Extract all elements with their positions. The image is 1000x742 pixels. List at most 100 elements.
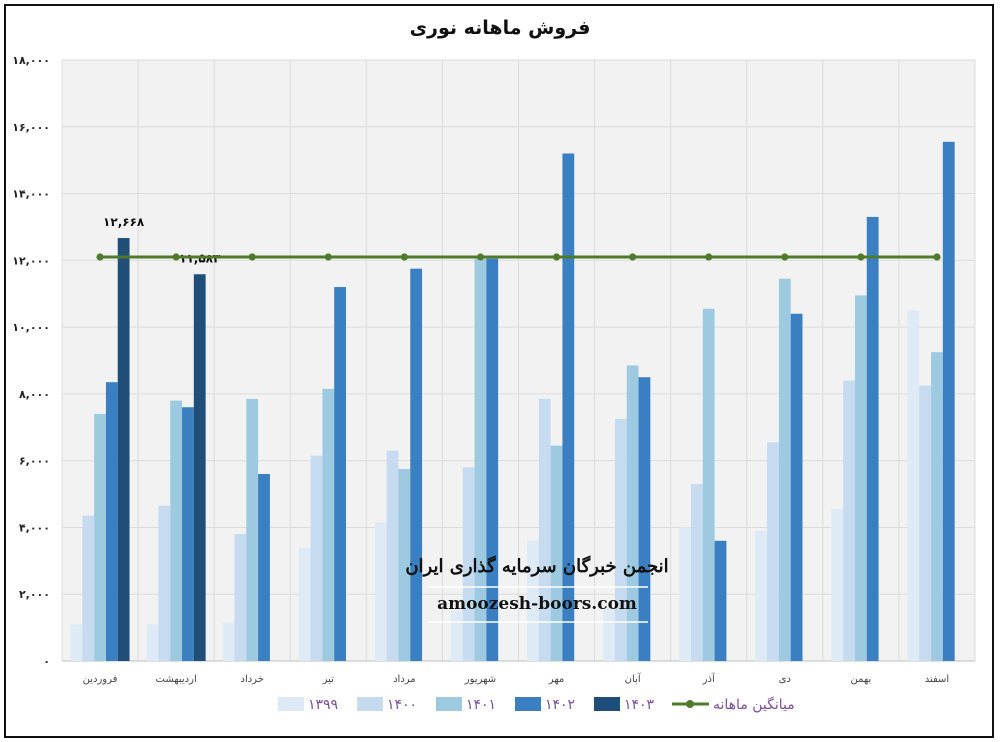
bar xyxy=(931,352,943,661)
average-marker xyxy=(552,253,561,261)
bar xyxy=(410,268,423,661)
y-tick-label: ۲,۰۰۰ xyxy=(19,588,50,601)
x-tick-label: اسفند xyxy=(925,674,949,685)
bar xyxy=(170,400,183,661)
bar xyxy=(626,365,639,661)
bar xyxy=(182,407,194,661)
watermark-line1: انجمن خبرگان سرمایه گذاری ایران xyxy=(405,555,668,577)
bar xyxy=(638,377,651,661)
bar xyxy=(550,445,563,661)
legend-swatch xyxy=(436,697,462,711)
bar xyxy=(374,522,387,661)
bar xyxy=(222,622,235,661)
bar xyxy=(714,540,727,661)
bar xyxy=(702,308,715,661)
legend-swatch xyxy=(278,697,304,711)
x-tick-label: آبان xyxy=(625,672,642,685)
bar xyxy=(691,484,703,661)
x-tick-label: تیر xyxy=(322,674,335,685)
bar xyxy=(474,258,487,661)
bar xyxy=(298,547,311,661)
average-marker xyxy=(96,253,104,261)
bar xyxy=(246,398,259,661)
legend-label: ۱۴۰۱ xyxy=(466,697,496,713)
legend-label: ۱۴۰۲ xyxy=(545,697,575,713)
bar xyxy=(527,540,539,661)
y-tick-label: ۸,۰۰۰ xyxy=(19,388,50,401)
bar xyxy=(486,258,499,661)
bar xyxy=(105,382,118,661)
x-tick-label: فروردین xyxy=(83,674,118,685)
bar xyxy=(398,469,411,661)
bar xyxy=(907,310,920,661)
average-marker xyxy=(781,253,789,261)
bar xyxy=(831,509,844,661)
legend-label: میانگین ماهانه xyxy=(713,696,795,713)
average-marker xyxy=(629,253,637,261)
legend-label: ۱۴۰۰ xyxy=(387,697,417,713)
bar xyxy=(843,380,855,661)
y-tick-label: ۱۸,۰۰۰ xyxy=(12,54,50,67)
y-tick-label: ۱۰,۰۰۰ xyxy=(12,321,50,334)
average-marker xyxy=(705,253,713,261)
x-tick-label: خرداد xyxy=(241,674,264,685)
y-tick-label: ۴,۰۰۰ xyxy=(19,521,50,534)
bar xyxy=(603,607,615,661)
bar xyxy=(258,474,270,661)
average-marker xyxy=(400,253,408,261)
bar xyxy=(614,418,627,661)
bar xyxy=(70,624,83,661)
bar xyxy=(193,274,206,661)
bar xyxy=(386,450,399,661)
y-tick-label: ۱۴,۰۰۰ xyxy=(12,188,50,201)
bar xyxy=(562,153,575,661)
x-tick-label: مهر xyxy=(548,674,564,685)
x-tick-label: شهریور xyxy=(464,674,496,685)
average-marker xyxy=(248,253,256,261)
watermark-line2: amoozesh-boors.com xyxy=(437,594,637,614)
bar xyxy=(778,278,791,661)
bar xyxy=(919,385,932,661)
legend-swatch xyxy=(515,697,541,711)
bar xyxy=(94,413,106,661)
average-marker xyxy=(172,253,180,261)
bar xyxy=(462,467,475,661)
bar xyxy=(755,530,768,661)
bar xyxy=(310,455,323,661)
bar xyxy=(82,515,95,661)
legend-swatch xyxy=(594,697,620,711)
bar xyxy=(679,527,692,661)
average-marker xyxy=(857,253,865,261)
y-tick-label: ۰ xyxy=(43,655,50,668)
bar xyxy=(322,388,335,661)
legend-label: ۱۳۹۹ xyxy=(308,697,338,713)
legend-average-marker xyxy=(686,700,694,708)
data-label: ۱۲,۶۶۸ xyxy=(103,215,145,229)
bar xyxy=(146,624,159,661)
bar xyxy=(790,313,803,661)
bar xyxy=(334,287,346,661)
y-tick-label: ۱۲,۰۰۰ xyxy=(12,254,50,267)
bar xyxy=(117,238,130,662)
bar xyxy=(158,505,171,661)
y-tick-label: ۱۶,۰۰۰ xyxy=(12,121,50,134)
x-tick-label: آذر xyxy=(702,672,716,685)
bar xyxy=(450,610,463,661)
watermark: انجمن خبرگان سرمایه گذاری ایران amoozesh… xyxy=(405,555,669,623)
legend-label: ۱۴۰۳ xyxy=(624,697,655,713)
x-tick-label: دی xyxy=(779,674,791,685)
average-marker xyxy=(324,253,332,261)
x-tick-label: مرداد xyxy=(393,674,416,685)
bar xyxy=(866,216,879,661)
plot-area: ۰ ۲,۰۰۰ ۴,۰۰۰ ۶,۰۰۰ ۸,۰۰۰ ۱۰,۰۰۰ ۱۲,۰۰۰ ۱۴,۰۰۰ ۱… xyxy=(12,54,976,685)
bar xyxy=(942,141,955,661)
legend-swatch xyxy=(357,697,383,711)
average-marker xyxy=(476,253,485,261)
bar xyxy=(538,398,551,661)
bar xyxy=(854,295,867,661)
bar xyxy=(767,442,779,661)
bar xyxy=(234,534,247,661)
chart-title: فروش ماهانه نوری xyxy=(410,17,591,39)
x-tick-label: اردیبهشت xyxy=(156,674,197,685)
